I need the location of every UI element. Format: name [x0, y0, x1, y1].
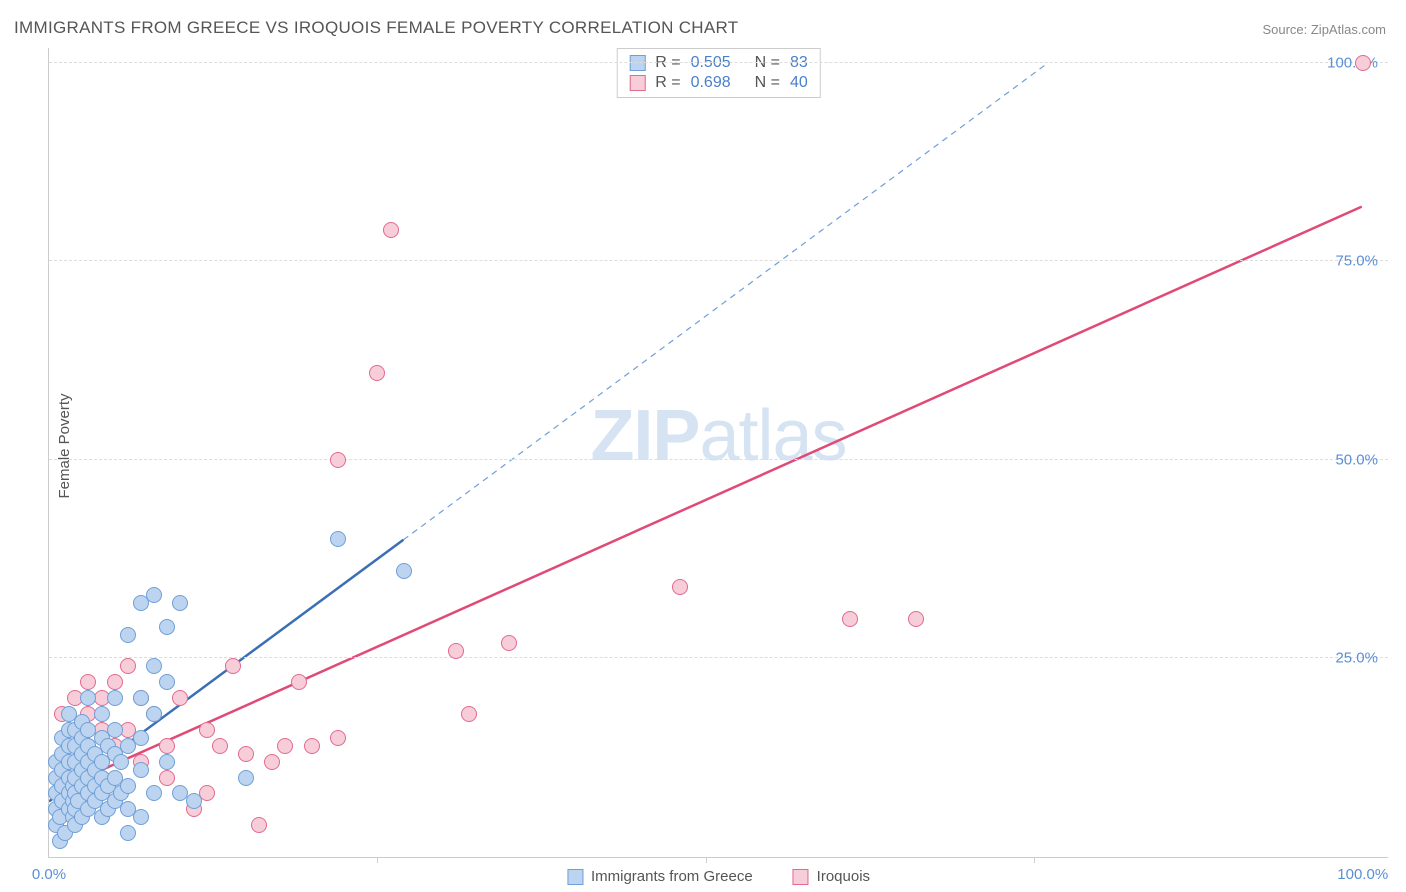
scatter-point	[80, 674, 96, 690]
ytick-label: 75.0%	[1335, 253, 1378, 270]
xtick-label: 0.0%	[32, 866, 66, 883]
ytick-label: 50.0%	[1335, 451, 1378, 468]
scatter-point	[146, 658, 162, 674]
scatter-point	[448, 643, 464, 659]
scatter-point	[107, 674, 123, 690]
scatter-point	[133, 762, 149, 778]
swatch-iroquois-icon	[793, 869, 809, 885]
watermark-light: atlas	[699, 396, 846, 476]
scatter-point	[330, 730, 346, 746]
r-label: R =	[655, 54, 680, 72]
legend-item-iroquois: Iroquois	[793, 868, 870, 885]
scatter-point	[146, 706, 162, 722]
scatter-point	[146, 785, 162, 801]
scatter-point	[186, 793, 202, 809]
gridline	[49, 657, 1388, 658]
scatter-point	[159, 674, 175, 690]
scatter-point	[251, 817, 267, 833]
bottom-legend: Immigrants from Greece Iroquois	[567, 868, 870, 885]
r-value-greece: 0.505	[691, 54, 731, 72]
scatter-point	[330, 452, 346, 468]
trend-lines-svg	[49, 48, 1388, 857]
stats-row-greece: R = 0.505 N = 83	[629, 53, 808, 73]
xtick-label: 100.0%	[1337, 866, 1388, 883]
scatter-point	[908, 611, 924, 627]
n-label: N =	[755, 54, 780, 72]
r-value-iroquois: 0.698	[691, 74, 731, 92]
scatter-point	[159, 738, 175, 754]
scatter-point	[94, 706, 110, 722]
swatch-iroquois	[629, 75, 645, 91]
ytick-label: 25.0%	[1335, 650, 1378, 667]
chart-title: IMMIGRANTS FROM GREECE VS IROQUOIS FEMAL…	[14, 18, 738, 38]
source-label: Source: ZipAtlas.com	[1262, 22, 1386, 37]
xtick	[706, 857, 707, 863]
gridline	[49, 459, 1388, 460]
scatter-point	[172, 595, 188, 611]
scatter-point	[264, 754, 280, 770]
scatter-point	[159, 619, 175, 635]
swatch-greece	[629, 55, 645, 71]
scatter-point	[672, 579, 688, 595]
chart-container: IMMIGRANTS FROM GREECE VS IROQUOIS FEMAL…	[0, 0, 1406, 892]
scatter-point	[277, 738, 293, 754]
xtick	[1034, 857, 1035, 863]
scatter-point	[461, 706, 477, 722]
scatter-point	[291, 674, 307, 690]
stats-row-iroquois: R = 0.698 N = 40	[629, 73, 808, 93]
scatter-point	[1355, 55, 1371, 71]
scatter-point	[133, 690, 149, 706]
legend-item-greece: Immigrants from Greece	[567, 868, 753, 885]
scatter-point	[383, 222, 399, 238]
scatter-point	[159, 754, 175, 770]
legend-label-iroquois: Iroquois	[817, 868, 870, 885]
scatter-point	[107, 690, 123, 706]
scatter-point	[330, 531, 346, 547]
scatter-point	[238, 770, 254, 786]
scatter-point	[146, 587, 162, 603]
scatter-point	[120, 627, 136, 643]
n-value-iroquois: 40	[790, 74, 808, 92]
scatter-point	[120, 825, 136, 841]
scatter-point	[199, 722, 215, 738]
scatter-point	[159, 770, 175, 786]
scatter-point	[107, 722, 123, 738]
legend-label-greece: Immigrants from Greece	[591, 868, 753, 885]
scatter-point	[120, 658, 136, 674]
scatter-point	[120, 778, 136, 794]
scatter-point	[80, 690, 96, 706]
plot-area: ZIPatlas R = 0.505 N = 83 R = 0.698 N = …	[48, 48, 1388, 858]
scatter-point	[501, 635, 517, 651]
scatter-point	[113, 754, 129, 770]
swatch-greece-icon	[567, 869, 583, 885]
scatter-point	[172, 690, 188, 706]
scatter-point	[225, 658, 241, 674]
watermark-bold: ZIP	[590, 396, 699, 476]
watermark: ZIPatlas	[590, 395, 846, 477]
trend-line	[49, 207, 1362, 794]
scatter-point	[238, 746, 254, 762]
r-label: R =	[655, 74, 680, 92]
scatter-point	[842, 611, 858, 627]
scatter-point	[304, 738, 320, 754]
n-label: N =	[755, 74, 780, 92]
scatter-point	[396, 563, 412, 579]
xtick	[377, 857, 378, 863]
stats-legend: R = 0.505 N = 83 R = 0.698 N = 40	[616, 48, 821, 98]
scatter-point	[133, 730, 149, 746]
gridline	[49, 260, 1388, 261]
gridline	[49, 62, 1388, 63]
n-value-greece: 83	[790, 54, 808, 72]
scatter-point	[133, 809, 149, 825]
scatter-point	[369, 365, 385, 381]
scatter-point	[212, 738, 228, 754]
trend-line	[403, 64, 1046, 540]
